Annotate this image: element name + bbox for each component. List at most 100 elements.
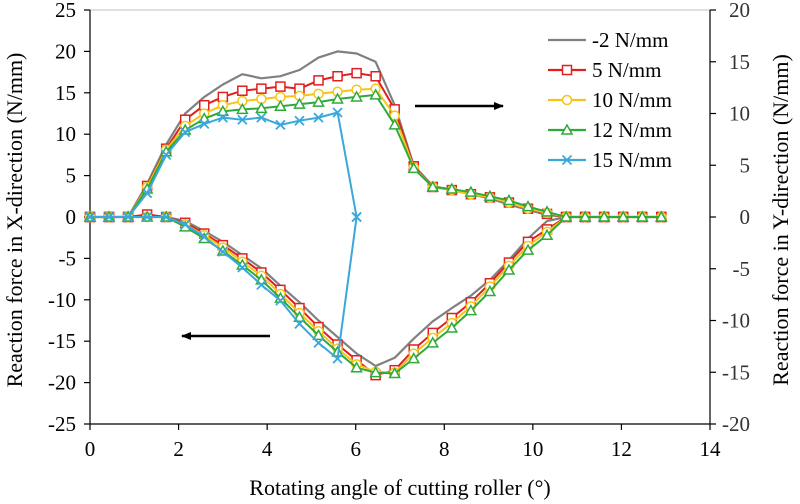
legend-entry: 15 N/mm	[548, 148, 672, 172]
data-point-square	[237, 85, 248, 96]
legend-label: 12 N/mm	[592, 118, 672, 142]
data-point-x	[256, 279, 267, 291]
legend-entry: -2 N/mm	[548, 28, 668, 52]
data-point-triangle	[445, 321, 459, 333]
data-point-square	[313, 75, 324, 86]
x-tick-label: 8	[439, 437, 450, 461]
x-tick-label: 12	[611, 437, 632, 461]
data-point-x	[199, 118, 210, 129]
data-point-triangle	[540, 228, 554, 240]
x-axis-title: Rotating angle of cutting roller (°)	[249, 475, 550, 500]
legend-label: 15 N/mm	[592, 148, 672, 172]
x-tick-label: 10	[522, 437, 543, 461]
ticks-layer: 0 2 4 6 8 10 12 14 25 20 15 10 5 0 -5 -10 -15 -20 -25 20 15 1…	[48, 0, 750, 461]
data-point-x	[217, 246, 228, 257]
data-point-triangle	[236, 102, 249, 115]
data-point-x	[275, 119, 286, 131]
data-point-square	[332, 70, 343, 82]
y-tick-label: 25	[55, 0, 76, 22]
data-point-triangle	[560, 123, 574, 135]
series-3	[83, 88, 668, 379]
data-point-circle	[561, 94, 573, 106]
data-point-triangle	[521, 200, 535, 212]
data-point-x	[84, 211, 96, 223]
data-point-x	[561, 154, 573, 166]
y-tick-label: 0	[66, 205, 77, 229]
y-right-tick-label: -10	[722, 309, 750, 333]
data-point-triangle	[483, 284, 497, 297]
legend-entry: 12 N/mm	[548, 118, 672, 142]
data-point-triangle	[635, 210, 649, 222]
data-point-x	[332, 107, 343, 118]
y-axis-right-title: Reaction force in Y-direction (N/mm)	[768, 54, 793, 386]
data-point-triangle	[464, 304, 478, 316]
data-point-triangle	[407, 352, 421, 364]
y-tick-label: -15	[48, 329, 76, 353]
data-point-x	[294, 318, 305, 329]
data-point-x	[275, 295, 286, 306]
data-point-triangle	[540, 205, 554, 217]
series-1	[84, 67, 667, 381]
data-point-triangle	[426, 180, 440, 192]
x-tick-label: 4	[262, 437, 273, 461]
y-right-tick-label: 10	[729, 102, 750, 126]
data-point-triangle	[293, 310, 306, 322]
y-right-tick-label: -5	[733, 257, 751, 281]
legend-label: -2 N/mm	[592, 28, 668, 52]
series-line-upper	[90, 93, 662, 218]
y-tick-label: -25	[48, 412, 76, 436]
data-point-triangle	[350, 361, 363, 373]
data-point-triangle	[369, 366, 382, 378]
series-line-lower	[90, 215, 662, 368]
series-2	[84, 83, 667, 378]
data-point-x	[103, 211, 115, 223]
data-point-triangle	[445, 182, 459, 194]
data-point-triangle	[216, 104, 230, 117]
data-point-x	[161, 211, 172, 223]
data-point-triangle	[616, 210, 630, 222]
data-point-x	[351, 211, 362, 223]
data-point-x	[313, 337, 324, 348]
data-point-square	[256, 83, 267, 94]
data-point-triangle	[578, 210, 592, 222]
data-point-triangle	[426, 336, 440, 348]
data-point-triangle	[464, 185, 478, 197]
data-point-triangle	[597, 210, 611, 222]
y-right-tick-label: -20	[722, 412, 750, 436]
y-tick-label: 10	[55, 122, 76, 146]
data-point-triangle	[388, 118, 401, 130]
legend-label: 5 N/mm	[592, 58, 661, 82]
data-point-triangle	[502, 263, 516, 275]
y-axis-left-title: Reaction force in X-direction (N/mm)	[2, 53, 27, 388]
data-point-x	[294, 115, 305, 126]
y-tick-label: -20	[48, 371, 76, 395]
legend-label: 10 N/mm	[592, 88, 672, 112]
data-point-triangle	[331, 92, 344, 104]
legend: -2 N/mm 5 N/mm 10 N/mm 12 N/mm 15 N/mm	[548, 28, 672, 172]
series-layer	[83, 50, 668, 381]
data-point-x	[199, 231, 210, 243]
y-right-tick-label: 20	[729, 0, 750, 22]
data-point-square	[370, 70, 381, 82]
data-point-square	[275, 81, 286, 92]
data-point-x	[313, 112, 324, 123]
data-point-triangle	[655, 210, 668, 222]
y-tick-label: -5	[59, 246, 77, 270]
data-point-triangle	[274, 99, 287, 112]
y-tick-label: -10	[48, 288, 76, 312]
data-point-x	[161, 149, 172, 161]
data-point-triangle	[369, 88, 382, 100]
data-point-square	[561, 64, 573, 76]
y-right-tick-label: 0	[740, 205, 751, 229]
series-4	[84, 107, 362, 364]
series-line-lower	[90, 216, 662, 375]
legend-entry: 10 N/mm	[548, 88, 672, 112]
y-tick-label: 5	[66, 164, 77, 188]
data-point-x	[141, 188, 153, 199]
data-point-x	[332, 353, 343, 364]
series-line-upper	[90, 111, 358, 218]
x-tick-label: 2	[173, 437, 184, 461]
y-tick-label: 15	[55, 81, 76, 105]
data-point-x	[141, 211, 153, 223]
